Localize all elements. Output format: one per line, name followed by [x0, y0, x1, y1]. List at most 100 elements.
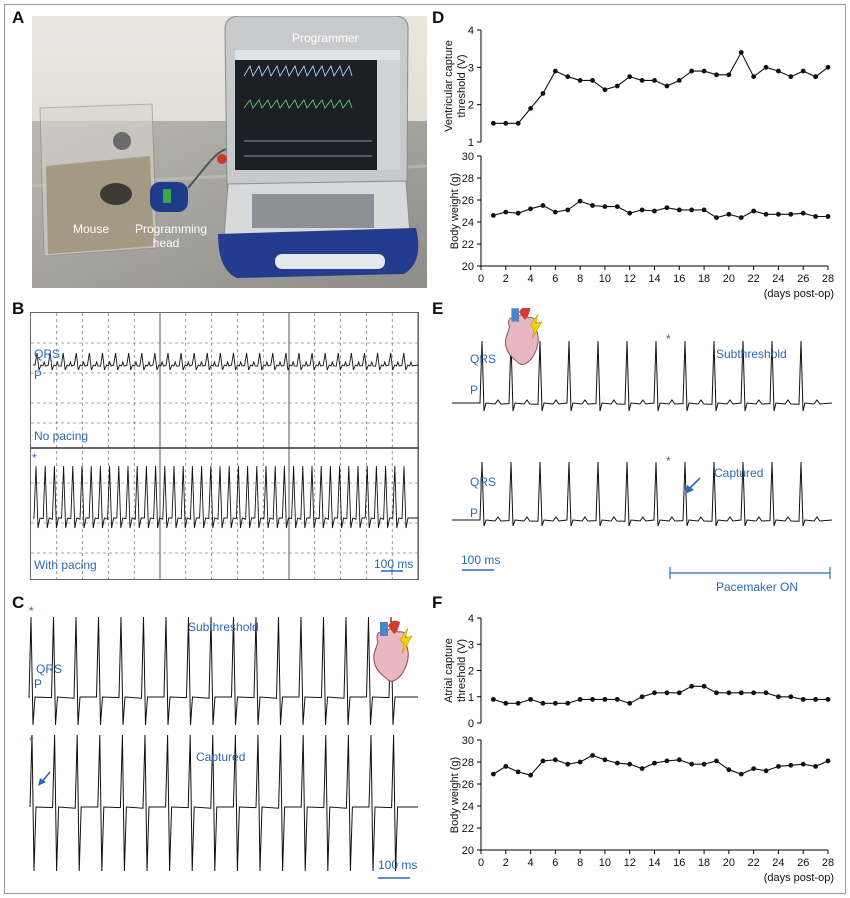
figure-frame: [4, 4, 846, 894]
data-point: [503, 764, 509, 769]
data-point: [664, 83, 670, 89]
data-point: [490, 696, 496, 702]
data-point: [726, 690, 732, 696]
y-tick-label: 24: [462, 801, 474, 813]
b-scale-label: 100 ms: [374, 557, 414, 571]
data-point: [726, 72, 732, 78]
data-point: [614, 760, 620, 766]
data-point: [602, 87, 608, 93]
y-tick-label: 26: [462, 779, 474, 791]
e-star-top: *: [666, 332, 671, 346]
data-point: [788, 694, 794, 700]
data-point: [528, 772, 533, 778]
y-axis-label-line: Atrial capture: [443, 638, 455, 703]
data-point: [738, 50, 744, 55]
ecg-trace-no-pacing: [33, 352, 418, 371]
data-point: [664, 205, 670, 211]
x-tick-label: 8: [577, 857, 583, 869]
data-point: [813, 696, 819, 702]
x-tick-label: 20: [723, 857, 735, 869]
data-point: [515, 210, 521, 216]
x-tick-label: 22: [748, 857, 760, 869]
y-tick-label: 0: [468, 718, 474, 730]
data-point: [565, 207, 571, 213]
data-point: [788, 211, 794, 217]
data-point: [515, 769, 521, 775]
data-point: [813, 764, 819, 769]
data-point: [627, 210, 633, 216]
e-pacemaker-label: Pacemaker ON: [716, 580, 799, 594]
data-point: [776, 211, 781, 217]
data-point: [577, 759, 583, 765]
data-point: [590, 753, 595, 758]
programming-head-label: Programming head: [135, 222, 208, 250]
data-point: [751, 690, 757, 696]
data-point: [776, 764, 781, 769]
x-tick-label: 24: [772, 857, 784, 869]
y-tick-label: 2: [468, 666, 474, 678]
y-axis-label-line: Ventricular capture: [443, 40, 455, 132]
data-point: [726, 211, 732, 217]
panel-letter-a: A: [12, 8, 25, 27]
data-point: [528, 106, 533, 111]
x-tick-label: 20: [723, 273, 735, 285]
panel-letter-d: D: [432, 8, 445, 27]
x-tick-label: 0: [478, 273, 484, 285]
data-point: [627, 761, 633, 767]
series-line: [493, 200, 828, 219]
data-point: [800, 761, 806, 767]
x-tick-label: 14: [648, 857, 660, 869]
data-point: [676, 757, 682, 763]
data-point: [614, 204, 620, 209]
b-p-label: P: [34, 368, 43, 382]
data-point: [701, 683, 707, 689]
heart-illustration-c: [373, 620, 413, 682]
data-point: [813, 74, 819, 80]
panel-letter-e: E: [432, 299, 444, 318]
data-point: [565, 74, 571, 80]
data-point: [528, 696, 533, 702]
ecg-trace-captured: [452, 461, 833, 527]
y-axis-label-line: threshold (V): [456, 55, 468, 118]
data-point: [515, 120, 521, 126]
e-subthreshold-label: Subthreshold: [716, 347, 787, 361]
e-qrs-label-bottom: QRS: [470, 475, 497, 489]
data-point: [751, 74, 757, 80]
y-tick-label: 4: [468, 25, 474, 37]
data-point: [714, 690, 719, 696]
x-tick-label: 4: [528, 273, 534, 285]
data-point: [800, 68, 806, 74]
b-no-pacing-label: No pacing: [34, 429, 89, 443]
data-point: [776, 68, 781, 74]
b-star: *: [32, 451, 37, 465]
data-point: [813, 214, 819, 219]
y-axis-label: Body weight (g): [449, 757, 461, 833]
data-point: [639, 694, 645, 700]
data-point: [800, 210, 806, 216]
data-point: [602, 696, 608, 702]
data-point: [503, 120, 509, 126]
data-point: [689, 683, 695, 689]
data-point: [552, 700, 558, 706]
x-axis-label: (days post-op): [764, 872, 834, 884]
data-point: [726, 767, 732, 773]
c-star-bottom: *: [29, 734, 34, 748]
x-tick-label: 28: [822, 857, 834, 869]
data-point: [664, 690, 670, 696]
panel-letter-c: C: [12, 593, 25, 612]
data-point: [602, 757, 608, 763]
heart-aorta: [519, 308, 531, 320]
x-tick-label: 28: [822, 273, 834, 285]
x-tick-label: 18: [698, 857, 710, 869]
x-tick-label: 2: [503, 857, 509, 869]
x-tick-label: 12: [624, 857, 636, 869]
data-point: [763, 768, 769, 774]
data-point: [565, 700, 571, 706]
data-point: [689, 761, 695, 767]
e-star-bottom: *: [666, 454, 671, 468]
data-point: [590, 203, 595, 208]
e-qrs-label-top: QRS: [470, 352, 497, 366]
y-tick-label: 28: [462, 173, 474, 185]
